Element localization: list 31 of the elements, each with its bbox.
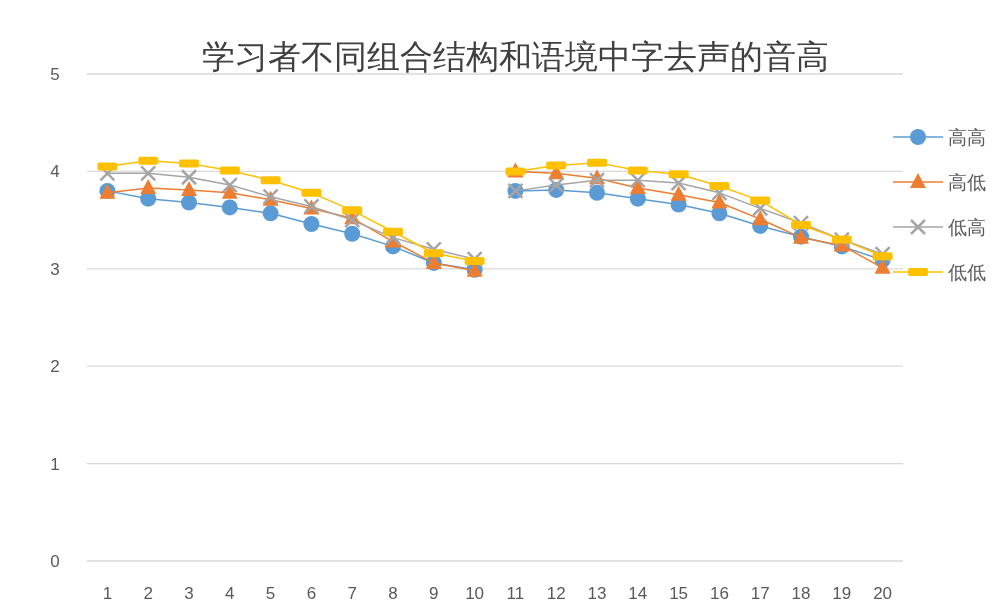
x-tick-label: 4 [225,584,235,603]
y-tick-label: 1 [50,454,60,474]
legend-label: 高低 [948,172,986,193]
x-tick-label: 13 [587,584,607,603]
x-tick-label: 20 [873,584,893,603]
legend-label: 低低 [948,262,986,283]
x-tick-label: 17 [750,584,770,603]
x-tick-label: 16 [709,584,729,603]
x-tick-label: 8 [388,584,398,603]
y-tick-label: 2 [50,357,60,377]
x-tick-label: 7 [347,584,357,603]
y-tick-label: 4 [50,162,60,182]
x-tick-label: 2 [143,584,153,603]
x-tick-label: 3 [184,584,194,603]
x-tick-label: 15 [669,584,689,603]
x-tick-label: 18 [791,584,811,603]
legend-label: 低高 [948,217,986,238]
x-tick-label: 14 [628,584,648,603]
x-tick-label: 12 [546,584,566,603]
y-tick-label: 3 [50,259,60,279]
x-tick-label: 19 [832,584,852,603]
x-tick-label: 5 [265,584,276,603]
x-tick-label: 11 [506,584,525,603]
x-tick-label: 6 [306,584,317,603]
y-tick-label: 5 [50,65,60,84]
x-tick-label: 9 [429,584,439,603]
x-tick-label: 10 [465,584,485,603]
chart-title: 学习者不同组合结构和语境中字去声的音高 [201,37,829,76]
x-tick-label: 1 [102,584,113,603]
y-tick-label: 0 [50,552,60,571]
legend-label: 高高 [948,127,986,148]
